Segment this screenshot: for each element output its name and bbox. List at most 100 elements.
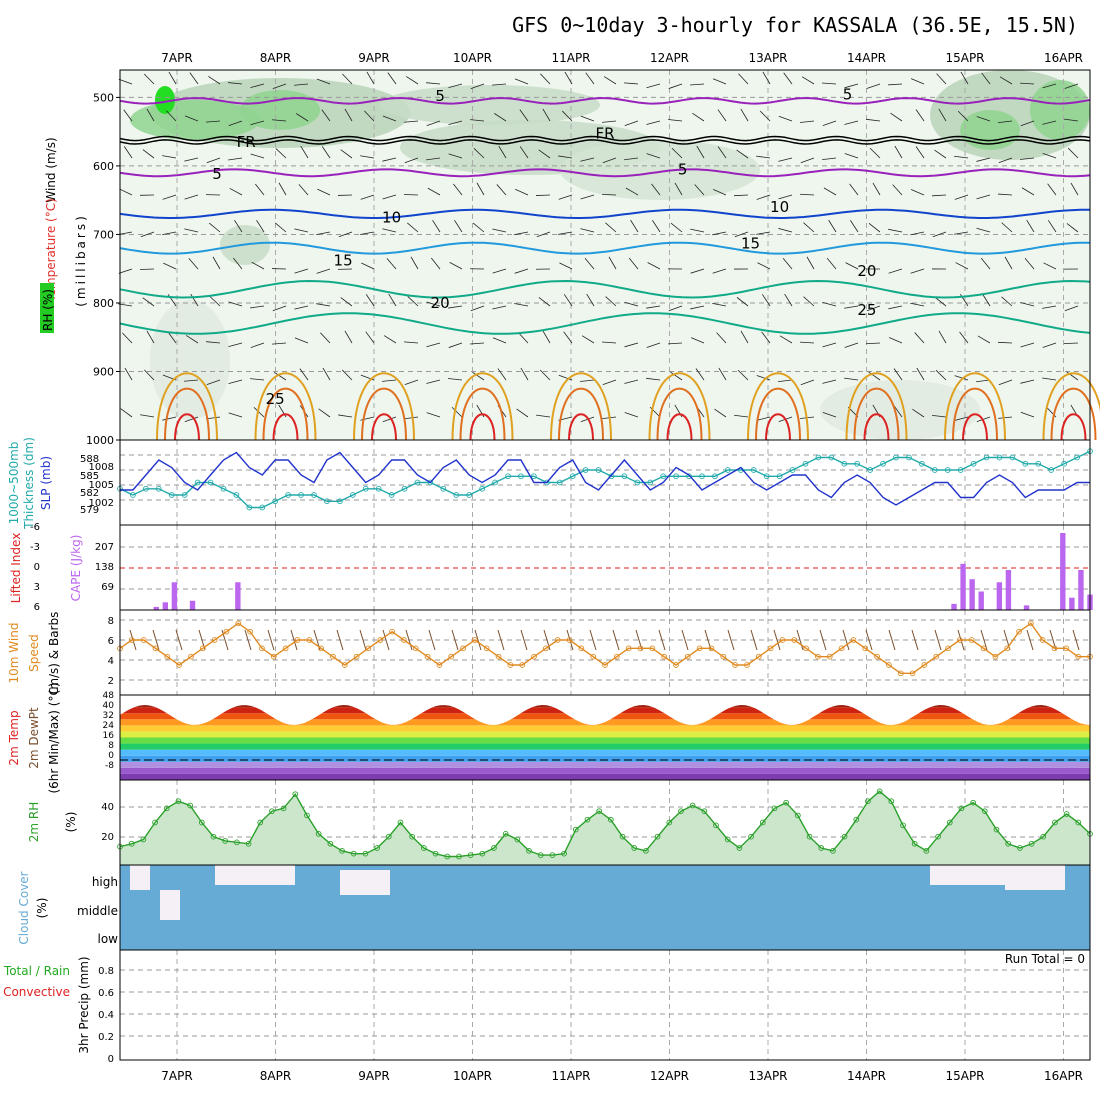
wind-barb (448, 342, 463, 348)
wind10m-barb (842, 629, 850, 651)
wind-barb (498, 145, 507, 159)
rh2m-line-marker (421, 845, 427, 851)
upper-wind-label: Wind (m/s) (44, 137, 58, 202)
rh2m-line-marker (841, 833, 848, 840)
wind-barb (558, 231, 573, 235)
precip-tick: 0.8 (98, 966, 114, 977)
thickness-line-marker (220, 485, 227, 492)
thickness-line-marker (750, 467, 757, 473)
wind-barb (473, 148, 485, 159)
temp-tick: 16 (103, 731, 115, 741)
rh2m-line-marker (701, 808, 708, 815)
chart-title: GFS 0~10day 3-hourly for KASSALA (36.5E,… (512, 13, 1078, 37)
temp-color-band (120, 767, 1090, 774)
cape-bar (960, 563, 966, 610)
wind-barb (140, 414, 155, 418)
wind-barb (782, 257, 793, 270)
cape-bar (235, 582, 241, 610)
wind-barb (294, 228, 309, 233)
wind-barb (869, 147, 881, 159)
wind-barb (694, 184, 705, 196)
wind-barb (844, 377, 859, 381)
rh2m-line-marker (280, 805, 287, 812)
wind-barb (294, 305, 309, 310)
wind10m-label: 10m Wind (7, 623, 21, 684)
rh2m-line-marker (1075, 819, 1082, 826)
wind-barb (1020, 302, 1035, 307)
surface-isotherm (656, 387, 703, 441)
wind-barb (888, 337, 903, 344)
wind-barb (761, 294, 771, 307)
wind-barb (954, 416, 969, 421)
wind-barb (844, 83, 859, 89)
wind-barb (206, 157, 221, 164)
wind-barb (718, 367, 727, 381)
wind10m-barb (474, 629, 482, 651)
wind-barb (535, 194, 551, 196)
temp-tick: 32 (103, 711, 114, 721)
wind-barb (558, 194, 573, 200)
wind-barb (605, 296, 617, 307)
temp-tick: 40 (103, 701, 115, 711)
wind-barb (387, 72, 397, 85)
wind-barb (580, 157, 595, 162)
wind-barb (762, 71, 771, 85)
top-date-label: 8APR (260, 51, 291, 65)
top-date-label: 7APR (161, 51, 192, 65)
wind-barb (275, 222, 287, 233)
wind-barb (383, 335, 397, 344)
wind-barb (118, 268, 133, 274)
wind-barb (360, 194, 375, 200)
wind-barb (492, 228, 507, 233)
wind-barb (932, 415, 947, 418)
rh2m-line-marker (432, 850, 439, 857)
thickness-line-marker (1022, 460, 1029, 467)
wind-barb (890, 112, 903, 122)
wind-barb (272, 119, 287, 122)
top-date-label: 16APR (1044, 51, 1083, 65)
thickness-line-marker (634, 479, 641, 486)
rh2m-line-marker (385, 833, 392, 840)
wind-barb (938, 108, 947, 122)
temp-tick: 8 (108, 741, 114, 751)
wind-barb (959, 331, 969, 344)
wind-barb (624, 301, 639, 307)
wind-barb (717, 109, 727, 122)
wind-barb (602, 120, 617, 123)
cloud-clear (340, 870, 390, 895)
isotherm-20 (119, 279, 1091, 299)
wind-barb (733, 194, 749, 197)
thickness-line-marker (828, 454, 835, 461)
surface-isotherm (371, 413, 397, 441)
wind-barb (470, 342, 485, 345)
rh2m-line-marker (783, 799, 789, 806)
temp-color-band (120, 773, 1090, 780)
wind10m-speed-line-marker (306, 637, 313, 643)
wind-barb (338, 231, 353, 238)
wind-barb (228, 301, 243, 307)
contour-label: 25 (857, 301, 876, 319)
wind-barb (536, 414, 551, 418)
thickness-line-marker (854, 460, 861, 467)
surface-isotherm (944, 372, 1006, 441)
wind-barb (912, 408, 925, 418)
wind10m-speed-line-marker (779, 637, 786, 643)
wind-barb (954, 194, 969, 200)
wind-barb (340, 297, 353, 307)
bottom-date-label: 13APR (748, 1069, 787, 1083)
wind10m-barb (635, 629, 643, 651)
wind10m-speed-line-marker (554, 637, 561, 643)
surface-isotherm (962, 413, 988, 441)
wind10m-speed-line-marker (1028, 620, 1034, 627)
cloud-clear (930, 865, 1010, 885)
wind-barb (404, 416, 419, 420)
wind-barb (581, 335, 595, 344)
thickness-line-marker (647, 479, 654, 486)
wind-barb (1020, 120, 1035, 127)
bottom-date-label: 12APR (650, 1069, 689, 1083)
wind-barb (800, 120, 815, 123)
rh-shading (560, 140, 760, 200)
pressure-tick-label: 1000 (86, 434, 114, 447)
cape-bar (1069, 597, 1075, 610)
li-label: Lifted Index (9, 533, 23, 604)
